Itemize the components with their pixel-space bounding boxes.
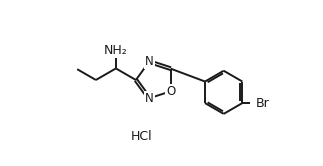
Text: O: O [166,85,175,98]
Text: HCl: HCl [130,130,152,143]
Text: N: N [145,92,153,105]
Text: Br: Br [255,97,269,110]
Text: N: N [145,55,153,68]
Text: NH₂: NH₂ [104,44,128,57]
